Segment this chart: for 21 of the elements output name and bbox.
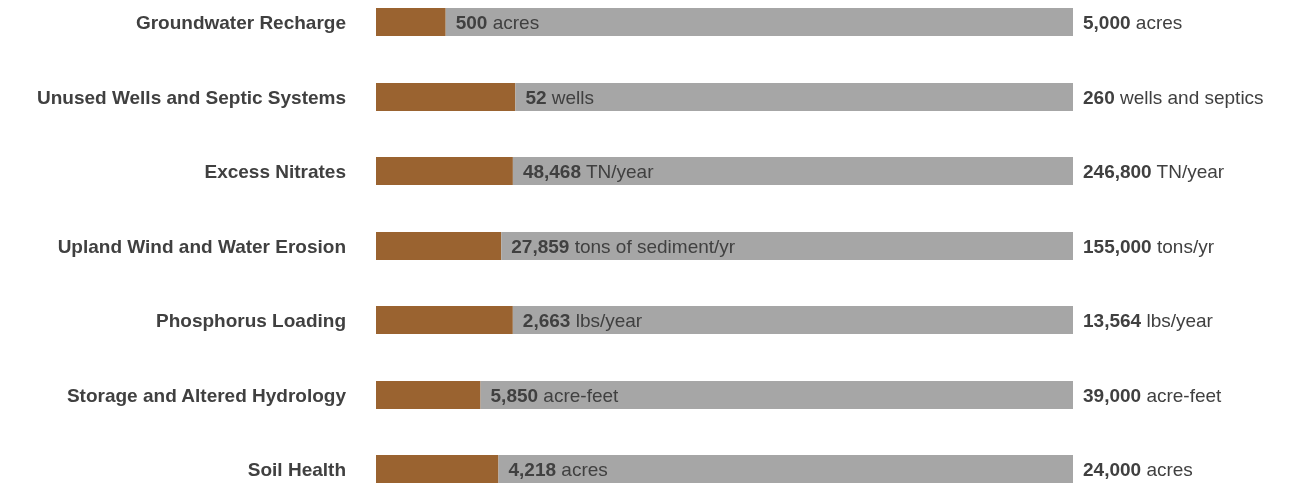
y-tick-label: Phosphorus Loading <box>156 310 346 331</box>
data-label: 4,218 acres <box>508 459 608 480</box>
total-label: 246,800 TN/year <box>1083 161 1225 182</box>
total-label: 5,000 acres <box>1083 12 1183 33</box>
y-tick-label: Excess Nitrates <box>204 161 346 182</box>
total-label: 260 wells and septics <box>1083 86 1264 108</box>
total-label: 39,000 acre-feet <box>1083 384 1223 406</box>
y-tick-label: Soil Health <box>247 459 346 480</box>
y-tick-label: Unused Wells and Septic Systems <box>36 86 346 108</box>
data-label: 500 acres <box>455 12 540 33</box>
data-label: 52 wells <box>525 86 595 108</box>
data-label: 2,663 lbs/year <box>522 310 643 331</box>
data-label: 27,859 tons of sediment/yr <box>511 235 736 257</box>
y-tick-label: Storage and Altered Hydrology <box>66 384 347 406</box>
total-label: 13,564 lbs/year <box>1083 310 1214 331</box>
y-tick-label: Groundwater Recharge <box>135 12 346 33</box>
total-label: 155,000 tons/yr <box>1083 235 1215 257</box>
data-label: 48,468 TN/year <box>522 161 655 182</box>
y-tick-label: Upland Wind and Water Erosion <box>57 235 346 257</box>
data-label: 5,850 acre-feet <box>490 384 620 406</box>
total-label: 24,000 acres <box>1083 459 1193 480</box>
